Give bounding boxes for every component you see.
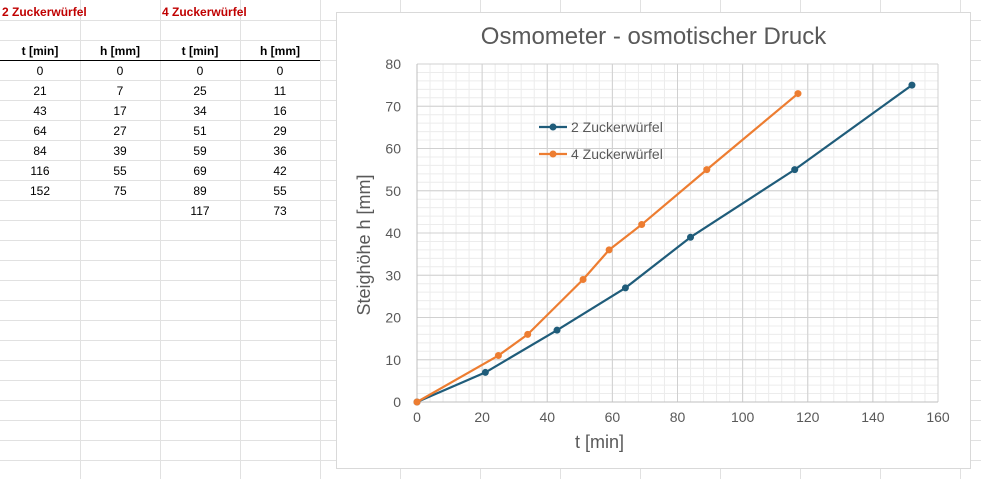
header-h-a[interactable]: h [mm] xyxy=(100,44,140,58)
data-point-series-1[interactable] xyxy=(908,81,916,89)
header-h-b[interactable]: h [mm] xyxy=(260,44,300,58)
cell-t-a[interactable]: 64 xyxy=(33,124,47,138)
cell-h-b[interactable]: 42 xyxy=(273,164,287,178)
data-point-series-2[interactable] xyxy=(494,352,502,360)
cell-t-a[interactable]: 116 xyxy=(30,164,50,178)
cell-t-b[interactable]: 34 xyxy=(193,104,207,118)
data-point-series-2[interactable] xyxy=(413,398,421,406)
x-tick-label: 120 xyxy=(796,409,820,425)
cell-h-a[interactable]: 55 xyxy=(113,164,127,178)
data-point-series-1[interactable] xyxy=(481,368,489,376)
header-t-b[interactable]: t [min] xyxy=(181,44,219,58)
data-point-series-2[interactable] xyxy=(638,221,646,229)
cell-h-a[interactable]: 27 xyxy=(113,124,127,138)
x-tick-label: 160 xyxy=(926,409,950,425)
cell-t-b[interactable]: 89 xyxy=(193,184,207,198)
cell-h-a[interactable]: 75 xyxy=(113,184,127,198)
cell-t-a[interactable]: 21 xyxy=(33,84,47,98)
chart-plot: 0 20 40 60 80 100 120 140 160 0 10 20 30 40 50 60 70 80 t … xyxy=(354,56,950,452)
data-point-series-1[interactable] xyxy=(553,326,561,334)
group-a-title[interactable]: 2 Zuckerwürfel xyxy=(2,5,87,19)
data-point-series-2[interactable] xyxy=(703,166,711,174)
cell-t-a[interactable]: 84 xyxy=(33,144,47,158)
chart-title: Osmometer - osmotischer Druck xyxy=(480,23,827,50)
x-axis-label: t [min] xyxy=(575,432,624,452)
cell-h-a[interactable]: 7 xyxy=(116,84,124,98)
chart[interactable]: Osmometer - osmotischer Druck 0 20 40 60 80 1… xyxy=(336,12,971,469)
cell-h-a[interactable]: 39 xyxy=(113,144,127,158)
legend-label-1: 2 Zuckerwürfel xyxy=(571,119,663,135)
data-point-series-2[interactable] xyxy=(524,330,532,338)
legend-label-2: 4 Zuckerwürfel xyxy=(571,146,663,162)
series-line-2[interactable] xyxy=(416,92,799,403)
cell-t-b[interactable]: 59 xyxy=(193,144,207,158)
cell-t-a[interactable]: 0 xyxy=(36,64,44,78)
cell-t-b[interactable]: 69 xyxy=(193,164,207,178)
group-b-title[interactable]: 4 Zuckerwürfel xyxy=(162,5,247,19)
cell-t-a[interactable]: 152 xyxy=(29,184,51,198)
x-tick-label: 140 xyxy=(861,409,885,425)
y-axis-label: Steighöhe h [mm] xyxy=(354,174,374,315)
y-tick-label: 70 xyxy=(385,98,401,114)
cell-h-b[interactable]: 36 xyxy=(273,144,287,158)
data-point-series-1[interactable] xyxy=(621,284,629,292)
x-tick-label: 60 xyxy=(605,409,621,425)
data-point-series-2[interactable] xyxy=(605,246,613,254)
cell-h-b[interactable]: 0 xyxy=(276,64,284,78)
data-point-series-1[interactable] xyxy=(791,166,799,174)
cell-t-a[interactable]: 43 xyxy=(33,104,47,118)
y-tick-label: 20 xyxy=(385,310,401,326)
data-point-series-2[interactable] xyxy=(794,90,802,98)
legend-marker-1 xyxy=(549,123,557,131)
cell-t-b[interactable]: 117 xyxy=(190,204,210,218)
cell-t-b[interactable]: 25 xyxy=(193,84,207,98)
cell-h-b[interactable]: 55 xyxy=(273,184,287,198)
cell-h-a[interactable]: 0 xyxy=(116,64,124,78)
y-tick-label: 10 xyxy=(385,352,401,368)
x-tick-label: 40 xyxy=(539,409,555,425)
y-tick-label: 80 xyxy=(385,56,401,72)
x-tick-label: 80 xyxy=(670,409,686,425)
x-tick-label: 20 xyxy=(474,409,490,425)
cell-h-b[interactable]: 11 xyxy=(273,84,287,98)
cell-t-b[interactable]: 51 xyxy=(193,124,207,138)
cell-h-b[interactable]: 16 xyxy=(273,104,287,118)
cell-t-b[interactable]: 0 xyxy=(196,64,204,78)
y-tick-label: 30 xyxy=(385,267,401,283)
x-tick-label: 100 xyxy=(731,409,755,425)
data-point-series-1[interactable] xyxy=(687,233,695,241)
cell-h-b[interactable]: 73 xyxy=(273,204,287,218)
data-point-series-2[interactable] xyxy=(579,275,587,283)
legend-marker-2 xyxy=(549,150,557,158)
header-t-a[interactable]: t [min] xyxy=(21,44,59,58)
cell-h-a[interactable]: 17 xyxy=(113,104,127,118)
y-tick-label: 50 xyxy=(385,183,401,199)
y-tick-label: 60 xyxy=(385,141,401,157)
y-tick-label: 40 xyxy=(385,225,401,241)
y-tick-label: 0 xyxy=(393,394,401,410)
cell-h-b[interactable]: 29 xyxy=(273,124,287,138)
x-tick-label: 0 xyxy=(413,409,421,425)
